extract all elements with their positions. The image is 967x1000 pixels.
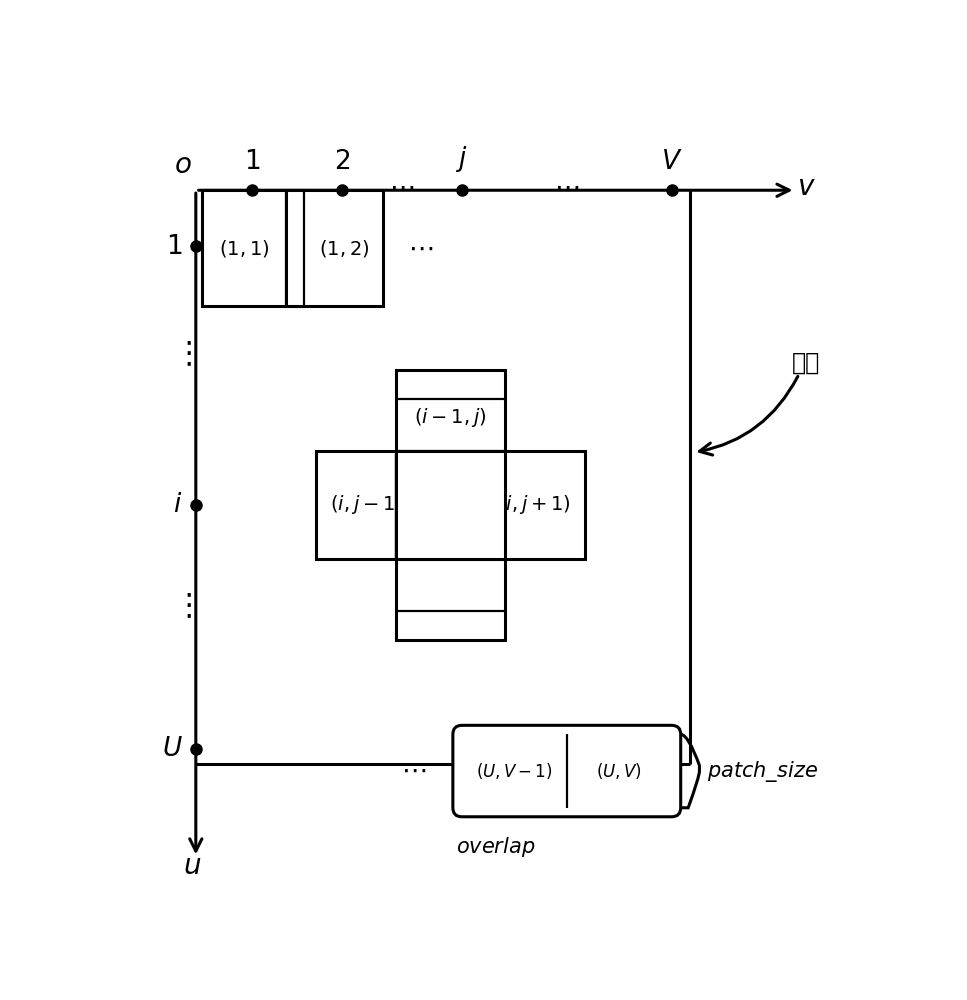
Text: $1$: $1$ xyxy=(166,234,183,259)
Bar xyxy=(396,531,505,640)
Bar xyxy=(396,370,505,479)
Text: $u$: $u$ xyxy=(183,853,201,880)
Text: $j$: $j$ xyxy=(455,144,468,174)
Text: $(i,j-1)$: $(i,j-1)$ xyxy=(331,493,403,516)
Bar xyxy=(396,451,505,559)
Text: $\cdots$: $\cdots$ xyxy=(390,175,415,201)
Text: $\vdots$: $\vdots$ xyxy=(173,592,191,621)
Text: $overlap$: $overlap$ xyxy=(455,835,536,859)
Text: $V$: $V$ xyxy=(660,149,683,174)
Bar xyxy=(202,190,305,306)
Text: $patch\_size$: $patch\_size$ xyxy=(707,759,818,784)
Bar xyxy=(286,190,383,306)
Text: 图像: 图像 xyxy=(792,351,820,375)
Text: $(1,2)$: $(1,2)$ xyxy=(319,238,369,259)
Bar xyxy=(316,451,585,559)
Text: $(i,j+1)$: $(i,j+1)$ xyxy=(498,493,571,516)
Text: $\cdots$: $\cdots$ xyxy=(408,236,433,262)
Text: $(i,j)$: $(i,j)$ xyxy=(432,493,469,516)
Text: $(i-1,j)$: $(i-1,j)$ xyxy=(414,406,487,429)
Text: $(U,V-1)$: $(U,V-1)$ xyxy=(476,761,552,781)
Text: $(1,1)$: $(1,1)$ xyxy=(219,238,269,259)
Text: $\vdots$: $\vdots$ xyxy=(173,341,191,370)
Text: $\cdots$: $\cdots$ xyxy=(400,758,425,784)
Text: $2$: $2$ xyxy=(334,149,350,174)
FancyBboxPatch shape xyxy=(453,725,681,817)
Text: $U$: $U$ xyxy=(161,736,183,761)
Text: $v$: $v$ xyxy=(797,174,816,201)
Text: $o$: $o$ xyxy=(174,152,192,179)
Text: $1$: $1$ xyxy=(244,149,260,174)
Text: $\cdots$: $\cdots$ xyxy=(554,175,579,201)
Text: $i$: $i$ xyxy=(173,492,183,518)
Text: $(U,V)$: $(U,V)$ xyxy=(597,761,642,781)
